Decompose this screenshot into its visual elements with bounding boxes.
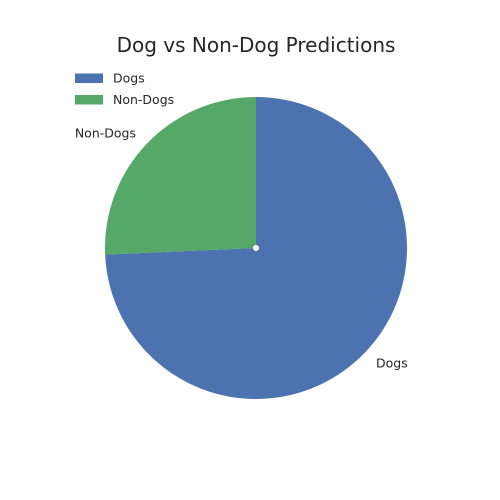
legend-label-non-dogs: Non-Dogs (113, 92, 174, 107)
pie-slice-labels: Dogs Non-Dogs (75, 126, 408, 371)
legend-swatch-non-dogs (75, 95, 103, 105)
chart-legend: Dogs Non-Dogs (75, 71, 174, 107)
legend-swatch-dogs (75, 73, 103, 83)
legend-label-dogs: Dogs (113, 71, 145, 86)
pie-center-marker (253, 245, 259, 251)
slice-label-non-dogs: Non-Dogs (75, 126, 136, 141)
slice-label-dogs: Dogs (376, 355, 408, 370)
chart-title: Dog vs Non-Dog Predictions (117, 33, 396, 57)
pie-slice-non-dogs (105, 97, 256, 255)
